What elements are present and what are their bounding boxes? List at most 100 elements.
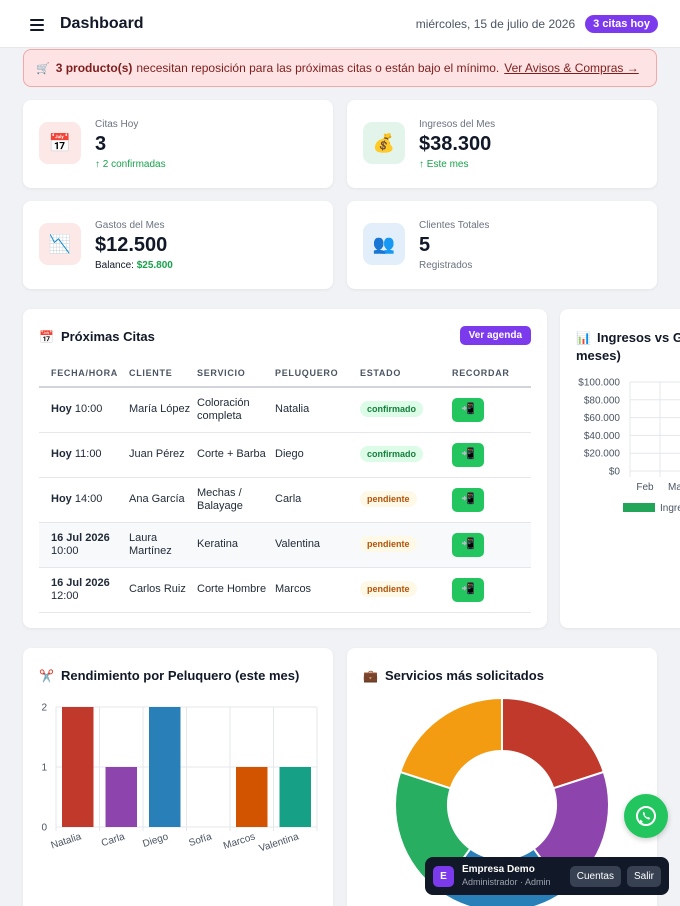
cell-status: pendiente (360, 477, 452, 523)
avatar: E (433, 865, 454, 887)
stat-sub: Registrados (419, 260, 473, 271)
legend-label: Ingre (660, 503, 680, 514)
day: Hoy (51, 448, 72, 460)
menu-icon[interactable] (30, 18, 44, 31)
stat-label: Clientes Totales (419, 220, 490, 231)
cell-client: María López (129, 387, 197, 433)
calendar-icon: 📅 (39, 122, 81, 164)
calendar-icon: 📅 (39, 329, 54, 344)
cell-datetime: Hoy 14:00 (39, 477, 129, 523)
y-tick-label: $0 (609, 467, 621, 478)
chart-down-icon: 📉 (39, 223, 81, 265)
bar-diego (149, 707, 181, 827)
cell-remind: 📲 (452, 432, 531, 478)
panel-title: 📅 Próximas Citas (39, 329, 155, 344)
remind-button[interactable]: 📲 (452, 397, 484, 422)
y-tick-label: $20.000 (584, 449, 621, 460)
col-service: SERVICIO (197, 359, 275, 388)
logout-button[interactable]: Salir (626, 865, 661, 887)
income-chart: $0 $20.000 $40.000 $60.000 $80.000 $100.000 Fe… (578, 378, 680, 514)
cell-remind: 📲 (452, 567, 531, 613)
time: 10:00 (74, 403, 103, 416)
time: 11:00 (74, 448, 102, 460)
cell-stylist: Marcos (275, 567, 360, 613)
panel-title-line1: Ingresos vs G (596, 330, 680, 345)
col-remind: RECORDAR (452, 359, 531, 388)
alert-message: necesitan reposición para las próximas c… (136, 61, 500, 75)
x-tick-label: Natalia (50, 831, 83, 851)
x-tick-label: Carla (100, 831, 127, 849)
panel-title-text: Servicios más solicitados (384, 668, 544, 683)
x-tick-label: Feb (636, 482, 654, 493)
panel-title: 💼 Servicios más solicitados (363, 668, 544, 683)
status-badge: pendiente (360, 536, 417, 552)
scissors-icon: ✂️ (39, 668, 54, 683)
cell-datetime: Hoy 10:00 (39, 387, 129, 433)
time: 12:00 (51, 589, 79, 602)
stat-sub: ↑ 2 confirmadas (95, 159, 166, 170)
accounts-button[interactable]: Cuentas (569, 865, 621, 887)
col-stylist: PELUQUERO (275, 359, 360, 388)
stat-value: 5 (419, 234, 431, 256)
balance-value: $25.800 (136, 260, 173, 271)
users-icon: 👥 (363, 223, 405, 265)
cell-remind: 📲 (452, 387, 531, 433)
cell-datetime: 16 Jul 2026 10:00 (39, 522, 129, 568)
panel-title-text: Próximas Citas (60, 329, 155, 344)
day: Hoy (51, 403, 72, 416)
cell-service: Mechas / Balayage (197, 477, 275, 523)
remind-button[interactable]: 📲 (452, 577, 484, 602)
x-tick-label: Sofía (188, 831, 214, 849)
remind-button[interactable]: 📲 (452, 487, 484, 512)
y-tick-label: 0 (41, 823, 47, 834)
cell-service: Corte + Barba (197, 432, 275, 478)
bar-chart-icon: 📊 (576, 331, 591, 345)
today-appointments-badge: 3 citas hoy (585, 14, 658, 33)
cell-service: Coloración completa (197, 387, 275, 433)
legend-swatch (623, 503, 655, 512)
remind-button[interactable]: 📲 (452, 532, 484, 557)
x-tick-label: Marcos (222, 831, 257, 852)
y-tick-label: 1 (41, 763, 47, 774)
stat-card-clients: 👥 Clientes Totales 5 Registrados (347, 201, 657, 289)
stock-alert: 🛒 3 producto(s) necesitan reposición par… (23, 49, 657, 87)
table-row: 16 Jul 2026 10:00 Laura Martínez Keratina… (39, 522, 531, 568)
cell-stylist: Valentina (275, 522, 360, 568)
stat-sub: ↑ Este mes (419, 159, 469, 170)
status-badge: confirmado (360, 446, 424, 462)
cell-service: Keratina (197, 522, 275, 568)
y-tick-label: 2 (41, 703, 47, 714)
bar-marcos (236, 767, 268, 827)
appointments-table: FECHA/HORA CLIENTE SERVICIO PELUQUERO ES… (39, 359, 531, 613)
donut-slice (501, 696, 606, 790)
cell-status: confirmado (360, 387, 452, 433)
status-badge: pendiente (360, 581, 417, 597)
table-row: 16 Jul 2026 12:00 Carlos Ruiz Corte Hombr… (39, 567, 531, 613)
day: 16 Jul 2026 (51, 531, 110, 544)
cell-datetime: Hoy 11:00 (39, 432, 129, 478)
view-agenda-button[interactable]: Ver agenda (459, 326, 531, 345)
money-bag-icon: 💰 (363, 122, 405, 164)
y-tick-label: $60.000 (584, 413, 621, 424)
status-badge: confirmado (360, 401, 424, 418)
table-row: Hoy 10:00 María López Coloración complet… (39, 387, 531, 433)
y-tick-label: $80.000 (584, 395, 621, 406)
table-header: FECHA/HORA CLIENTE SERVICIO PELUQUERO ES… (39, 359, 531, 388)
stat-label: Citas Hoy (95, 119, 139, 130)
x-tick-label: Valentina (258, 831, 301, 854)
stat-value: 3 (95, 133, 107, 155)
whatsapp-button[interactable] (624, 794, 668, 838)
account-role: Administrador · Admin (462, 877, 551, 887)
panel-title: ✂️ Rendimiento por Peluquero (este mes) (39, 668, 299, 683)
alerts-purchases-link[interactable]: Ver Avisos & Compras → (504, 61, 639, 75)
cell-datetime: 16 Jul 2026 12:00 (39, 567, 129, 613)
col-client: CLIENTE (129, 359, 197, 388)
cell-status: confirmado (360, 432, 452, 478)
cell-client: Ana García (129, 477, 197, 523)
y-tick-label: $40.000 (584, 431, 621, 442)
cell-status: pendiente (360, 567, 452, 613)
page-title: Dashboard (60, 14, 144, 32)
remind-button[interactable]: 📲 (452, 442, 484, 467)
balance-label: Balance: (95, 260, 134, 271)
income-vs-expenses-panel: 📊 Ingresos vs G meses) $0 $20.000 $40.000 $6… (560, 309, 680, 628)
